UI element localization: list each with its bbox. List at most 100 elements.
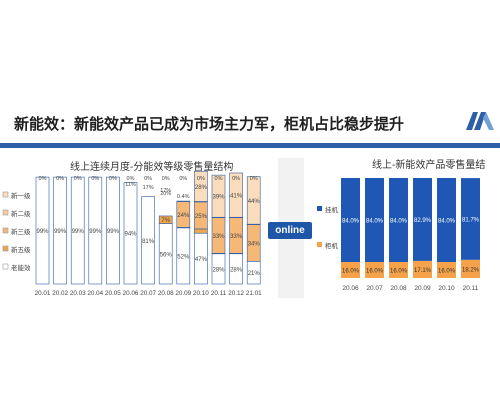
bar-top-label: 0% <box>39 176 47 182</box>
legend-label: 新五级 <box>11 245 31 254</box>
bar-top-label: 0% <box>109 176 117 182</box>
bar-segment <box>35 176 50 285</box>
bar-value-label: 16.0% <box>342 269 360 275</box>
bar-segment <box>158 215 173 224</box>
legend-label: 柜机 <box>325 241 339 250</box>
bar-value-label: 16.0% <box>438 269 456 275</box>
bar-segment <box>365 262 384 278</box>
right-chart-title: 线上-新能效产品零售量结 <box>372 160 486 171</box>
bar-value-label: 99% <box>72 229 85 235</box>
logo-stroke-2 <box>474 112 486 130</box>
x-tick-label: 20.09 <box>175 290 191 297</box>
x-tick-label: 20.04 <box>87 290 103 297</box>
bar-annotation-label: 20% <box>160 191 171 197</box>
bar-value-label: 99% <box>54 229 67 235</box>
bar-top-label: 0% <box>162 176 170 182</box>
x-tick-label: 20.01 <box>35 290 51 297</box>
online-badge: online <box>268 222 312 239</box>
x-tick-label: 20.06 <box>342 285 359 292</box>
x-tick-label: 20.05 <box>105 290 121 297</box>
bar-value-label: 56% <box>160 252 173 258</box>
bar-segment <box>413 260 432 278</box>
bar-segment <box>461 259 480 278</box>
bar-top-label: 0% <box>179 176 187 182</box>
bar-top-label: 0% <box>232 176 240 182</box>
bar-value-label: 44% <box>248 199 261 205</box>
legend-swatch <box>317 206 322 211</box>
x-tick-label: 20.03 <box>70 290 86 297</box>
legend-swatch <box>2 245 9 252</box>
x-tick-label: 20.10 <box>438 285 455 292</box>
bar-top-label: 0% <box>91 176 99 182</box>
x-tick-label: 21.01 <box>246 290 262 297</box>
bar-top-label: 0% <box>74 176 82 182</box>
x-tick-label: 20.07 <box>366 285 383 292</box>
brand-logo-icon <box>466 112 494 130</box>
bar-segment <box>123 182 138 285</box>
bar-top-label: 0% <box>127 176 135 182</box>
bar-value-label: 33% <box>212 234 225 240</box>
bar-segment <box>141 196 155 285</box>
bar-value-label: 41% <box>230 194 243 200</box>
bar-value-label: 7% <box>161 218 170 224</box>
legend-swatch <box>2 209 9 216</box>
bar-segment <box>413 178 432 261</box>
x-tick-label: 20.06 <box>123 290 139 297</box>
bar-segment <box>211 174 226 218</box>
title-rule <box>0 143 500 148</box>
bar-value-label: 52% <box>177 254 190 260</box>
bar-value-label: 21% <box>248 271 261 277</box>
legend-swatch <box>317 242 322 247</box>
bar-value-label: 39% <box>212 195 225 201</box>
bar-value-label: 99% <box>107 229 120 235</box>
bar-top-label: 0% <box>250 176 258 182</box>
x-tick-label: 20.12 <box>228 290 244 297</box>
bar-value-label: 16.0% <box>366 269 384 275</box>
bar-segment <box>341 262 360 278</box>
bar-value-label: 81.7% <box>462 217 480 223</box>
bar-segment <box>194 228 208 234</box>
x-tick-label: 20.02 <box>52 290 68 297</box>
bar-value-label: 94% <box>124 232 137 238</box>
bar-top-label: 0% <box>56 176 64 182</box>
legend-swatch <box>2 263 9 270</box>
bar-segment <box>88 176 103 285</box>
legend-swatch <box>2 191 9 198</box>
legend-label: 新一级 <box>11 191 31 200</box>
x-tick-label: 20.08 <box>390 285 407 292</box>
x-tick-label: 20.08 <box>158 290 174 297</box>
bar-segment <box>365 178 384 262</box>
bar-segment <box>106 176 120 285</box>
x-tick-label: 20.11 <box>463 285 479 292</box>
bar-annotation-label: 11% <box>125 182 136 188</box>
legend-label: 挂机 <box>325 205 339 214</box>
bar-segment <box>229 172 243 218</box>
bar-value-label: 84.0% <box>366 219 384 225</box>
left-chart-title: 线上连续月度-分能效等级零售量结构 <box>70 162 234 173</box>
legend-label: 新三级 <box>11 227 31 236</box>
bar-value-label: 28% <box>212 267 225 273</box>
bar-segment <box>194 170 208 202</box>
bar-top-label: 0% <box>197 176 205 182</box>
bar-value-label: 16.0% <box>390 269 408 275</box>
bar-value-label: 33% <box>230 234 243 240</box>
x-tick-label: 20.07 <box>140 290 156 297</box>
page-title: 新能效：新能效产品已成为市场主力军，柜机占比稳步提升 <box>14 116 405 133</box>
x-tick-label: 20.10 <box>193 290 209 297</box>
bar-value-label: 99% <box>36 229 49 235</box>
bar-segment <box>461 178 480 260</box>
bar-segment <box>246 176 261 225</box>
legend-swatch <box>2 227 9 234</box>
bar-value-label: 24% <box>177 213 190 219</box>
bar-segment <box>389 178 408 262</box>
bar-annotation-label: 0.4% <box>177 194 190 200</box>
bar-value-label: 81% <box>142 239 155 245</box>
bar-value-label: 82.9% <box>414 218 432 224</box>
bar-top-label: 0% <box>215 176 223 182</box>
bar-value-label: 17.1% <box>414 268 432 274</box>
bar-segment <box>341 178 360 262</box>
bar-value-label: 84.0% <box>438 219 456 225</box>
bar-annotation-label: 17% <box>143 185 154 191</box>
